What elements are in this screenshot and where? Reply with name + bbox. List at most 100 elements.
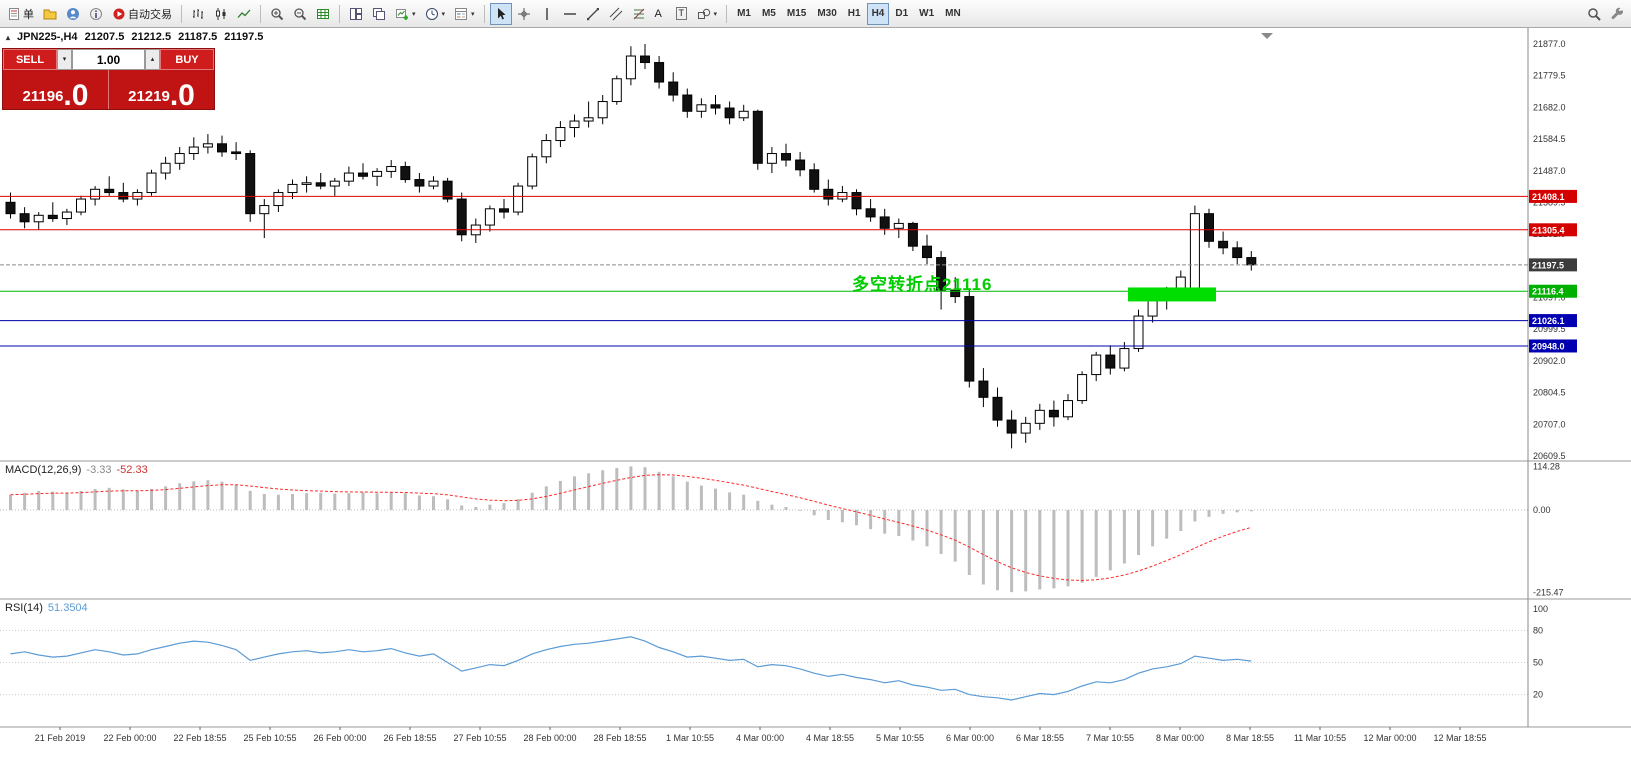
- template-icon: [454, 7, 468, 21]
- text-button[interactable]: A: [651, 3, 671, 25]
- trendline-button[interactable]: [582, 3, 604, 25]
- one-click-trading-panel: SELL ▾ ▴ BUY 21196.0 21219.0: [2, 48, 215, 110]
- charts-button[interactable]: [39, 3, 61, 25]
- data-window-button[interactable]: [85, 3, 107, 25]
- svg-text:11 Mar 10:55: 11 Mar 10:55: [1294, 733, 1346, 743]
- timeframe-m15-button[interactable]: M15: [782, 3, 811, 25]
- fibonacci-button[interactable]: [628, 3, 650, 25]
- bar-chart-icon: [191, 7, 205, 21]
- templates-button[interactable]: ▾: [450, 3, 479, 25]
- svg-text:8 Mar 18:55: 8 Mar 18:55: [1226, 733, 1274, 743]
- svg-text:114.28: 114.28: [1533, 461, 1560, 471]
- collapse-arrow-icon[interactable]: ▴: [6, 32, 11, 42]
- horizontal-line-button[interactable]: [559, 3, 581, 25]
- highlight-rectangle: [1128, 287, 1216, 302]
- svg-text:6 Mar 18:55: 6 Mar 18:55: [1016, 733, 1064, 743]
- price-chart[interactable]: 21877.021779.521682.021584.521487.021389…: [0, 28, 1631, 778]
- zoom-out-button[interactable]: [289, 3, 311, 25]
- rsi-value: 51.3504: [47, 602, 88, 614]
- svg-text:20948.0: 20948.0: [1532, 341, 1565, 351]
- cascade-windows-button[interactable]: [368, 3, 390, 25]
- bid-price[interactable]: 21196.0: [3, 70, 108, 109]
- shapes-icon: [697, 7, 711, 21]
- autotrading-button[interactable]: 自动交易: [108, 3, 176, 25]
- svg-text:20902.0: 20902.0: [1533, 356, 1566, 366]
- indicator-layer: [9, 466, 1253, 701]
- low-value: 21187.5: [178, 31, 218, 43]
- autotrading-button-label: 自动交易: [128, 8, 172, 21]
- price-tag: [1529, 223, 1577, 237]
- timeframe-w1-button[interactable]: W1: [914, 3, 939, 25]
- symbol-period-label: JPN225-,H4: [17, 31, 78, 43]
- macd-signal-value: -52.33: [116, 464, 148, 476]
- svg-text:21408.1: 21408.1: [1532, 192, 1565, 202]
- market-watch-button[interactable]: [62, 3, 84, 25]
- crosshair-button[interactable]: [513, 3, 535, 25]
- sell-button[interactable]: SELL: [3, 49, 57, 70]
- trade-panel-controls: SELL ▾ ▴ BUY: [3, 49, 214, 70]
- toolbar-separator: [339, 4, 340, 23]
- new-chart-button[interactable]: ▾: [391, 3, 420, 25]
- text-button-label: A: [654, 7, 662, 20]
- clock-icon: [425, 7, 439, 21]
- svg-text:4 Mar 00:00: 4 Mar 00:00: [736, 733, 784, 743]
- channel-button[interactable]: [605, 3, 627, 25]
- rsi-indicator-label: RSI(14) 51.3504: [5, 602, 88, 614]
- svg-text:-215.47: -215.47: [1533, 587, 1564, 597]
- svg-text:6 Mar 00:00: 6 Mar 00:00: [946, 733, 994, 743]
- price-tag: [1529, 189, 1577, 203]
- svg-text:21584.5: 21584.5: [1533, 134, 1566, 144]
- svg-text:26 Feb 00:00: 26 Feb 00:00: [313, 733, 366, 743]
- ask-price[interactable]: 21219.0: [108, 70, 214, 110]
- cursor-button[interactable]: [489, 2, 512, 25]
- grid-button[interactable]: [312, 3, 334, 25]
- volume-up-button[interactable]: ▴: [145, 49, 160, 70]
- timeframe-d1-button[interactable]: D1: [890, 3, 913, 25]
- price-tag: [1529, 258, 1577, 272]
- chart-info-label: ▴ JPN225-,H4 21207.5 21212.5 21187.5 211…: [6, 31, 263, 43]
- periods-button[interactable]: ▾: [421, 3, 450, 25]
- candlestick-icon: [214, 7, 228, 21]
- buy-button[interactable]: BUY: [160, 49, 214, 70]
- fibonacci-icon: [632, 7, 646, 21]
- timeframe-m5-button[interactable]: M5: [757, 3, 781, 25]
- svg-text:22 Feb 00:00: 22 Feb 00:00: [103, 733, 156, 743]
- svg-text:21 Feb 2019: 21 Feb 2019: [35, 733, 86, 743]
- zoom-in-icon: [270, 7, 284, 21]
- line-chart-button[interactable]: [233, 3, 255, 25]
- timeframe-m1-button[interactable]: M1: [732, 3, 756, 25]
- time-axis[interactable]: 21 Feb 2019 22 Feb 00:00 22 Feb 18:55 25 Fe…: [35, 727, 1487, 743]
- svg-text:80: 80: [1533, 625, 1543, 635]
- ask-main-digits: 21219: [128, 88, 170, 105]
- line-chart-icon: [237, 7, 251, 21]
- new-order-button[interactable]: 单: [3, 3, 38, 25]
- shapes-button[interactable]: ▾: [693, 3, 722, 25]
- label-button[interactable]: T: [672, 3, 692, 25]
- timeframe-mn-button[interactable]: MN: [940, 3, 966, 25]
- vertical-line-icon: [540, 7, 554, 21]
- timeframe-m30-button[interactable]: M30: [812, 3, 841, 25]
- autotrading-icon: [112, 7, 126, 21]
- chart-annotation: 多空转折点21116: [852, 275, 993, 294]
- open-value: 21207.5: [84, 31, 125, 43]
- search-button[interactable]: [1583, 3, 1605, 25]
- wrench-icon: [1610, 7, 1624, 21]
- svg-text:21026.1: 21026.1: [1532, 316, 1565, 326]
- volume-input[interactable]: [72, 49, 145, 70]
- dropdown-arrow-icon: ▾: [412, 10, 416, 18]
- timeframe-h1-button[interactable]: H1: [843, 3, 866, 25]
- timeframe-h4-button[interactable]: H4: [866, 2, 890, 25]
- svg-text:28 Feb 00:00: 28 Feb 00:00: [523, 733, 576, 743]
- price-axis[interactable]: 21877.021779.521682.021584.521487.021389…: [1529, 39, 1577, 700]
- candlestick-chart-button[interactable]: [210, 3, 232, 25]
- bar-chart-button[interactable]: [187, 3, 209, 25]
- svg-text:22 Feb 18:55: 22 Feb 18:55: [173, 733, 226, 743]
- zoom-in-button[interactable]: [266, 3, 288, 25]
- vertical-line-button[interactable]: [536, 3, 558, 25]
- volume-down-button[interactable]: ▾: [57, 49, 72, 70]
- tile-windows-icon: [349, 7, 363, 21]
- macd-value: -3.33: [86, 464, 112, 476]
- settings-button[interactable]: [1606, 3, 1628, 25]
- svg-text:20804.5: 20804.5: [1533, 388, 1566, 398]
- tile-windows-button[interactable]: [345, 3, 367, 25]
